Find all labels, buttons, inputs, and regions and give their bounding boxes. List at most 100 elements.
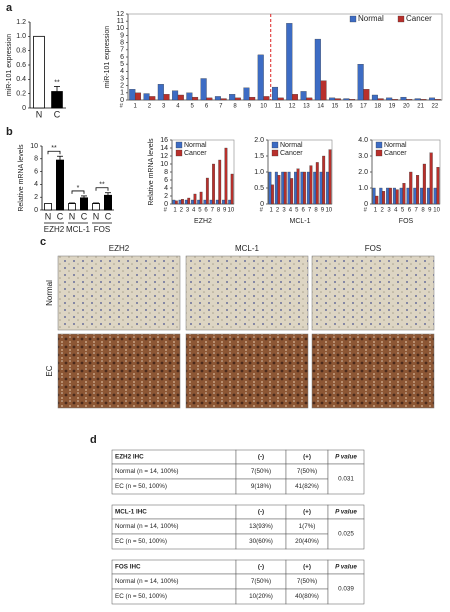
bar — [343, 98, 350, 101]
y-tick-label: 5 — [120, 61, 124, 68]
y-axis-label: Relative mRNA levels — [148, 138, 155, 206]
bar — [420, 99, 427, 101]
bar — [205, 177, 209, 205]
bar — [143, 93, 150, 101]
bar — [203, 199, 207, 205]
x-tick-label: 5 — [401, 208, 405, 214]
table-header: P value — [335, 564, 357, 571]
bar — [172, 199, 176, 205]
bar — [400, 96, 407, 101]
bar — [234, 97, 241, 101]
bar — [392, 187, 396, 205]
bar — [433, 187, 437, 205]
x-tick-label: 9 — [321, 208, 325, 214]
bar — [429, 152, 433, 205]
bar — [395, 189, 399, 205]
x-tick-label: 3 — [162, 104, 166, 110]
y-tick-label: 7 — [120, 47, 124, 54]
panel-label: d — [90, 434, 97, 446]
bar — [224, 147, 228, 205]
plot-frame — [371, 139, 441, 205]
bar — [306, 97, 313, 101]
x-tick-label: 2 — [180, 208, 184, 214]
x-tick-label: 14 — [317, 104, 324, 110]
panel-label: b — [6, 126, 13, 138]
x-tick-label: 9 — [223, 208, 227, 214]
bar — [420, 187, 424, 205]
table-cell-text: 30(60%) — [249, 538, 273, 545]
y-tick-label: 0.5 — [254, 185, 264, 192]
y-tick-label: 1.5 — [254, 153, 264, 160]
y-tick-label: 2 — [120, 83, 124, 90]
y-tick-label: 0.8 — [16, 48, 26, 55]
bar — [371, 94, 378, 101]
x-tick-label: 3 — [282, 208, 286, 214]
x-tick-label: 20 — [403, 104, 410, 110]
y-tick-label: 6 — [164, 177, 168, 184]
x-tick-label: 6 — [302, 208, 306, 214]
x-tick-label: 13 — [303, 104, 310, 110]
bar — [306, 171, 310, 205]
table-cell-text: 7(50%) — [251, 578, 271, 585]
legend-label: Normal — [280, 142, 303, 149]
y-tick-label: 2 — [164, 193, 168, 200]
bar — [283, 171, 287, 205]
y-tick-label: 12 — [160, 153, 168, 160]
table-header: P value — [335, 454, 357, 461]
x-tick-label: 1 — [173, 208, 177, 214]
table-cell-text: 10(20%) — [249, 593, 273, 600]
y-tick-label: 0 — [120, 97, 124, 104]
x-tick-label: 16 — [346, 104, 353, 110]
micrograph — [185, 255, 309, 331]
bar — [268, 171, 272, 205]
bar — [172, 90, 179, 101]
bar — [402, 183, 406, 205]
x-tick-label: 5 — [295, 208, 299, 214]
bar — [349, 99, 356, 101]
y-axis-label: Relative mRNA levels — [18, 144, 25, 212]
x-tick-label: 9 — [248, 104, 252, 110]
legend-label: Normal — [384, 142, 407, 149]
bar — [277, 175, 281, 205]
bar — [184, 199, 188, 205]
bar — [296, 168, 300, 205]
bar — [329, 97, 336, 101]
bar — [230, 173, 234, 205]
plot-frame — [267, 139, 333, 205]
bar — [372, 187, 376, 205]
x-tick-label: C — [54, 109, 61, 119]
panel-label: c — [40, 236, 46, 248]
x-axis-label: FOS — [399, 218, 414, 225]
bar — [290, 178, 294, 205]
table-cell-text: 20(40%) — [295, 538, 319, 545]
legend-label: Normal — [358, 14, 384, 23]
x-prefix: # — [260, 208, 264, 214]
y-tick-label: 1.0 — [358, 185, 368, 192]
bar — [186, 92, 193, 101]
x-tick-label: 4 — [176, 104, 180, 110]
x-tick-label: N — [93, 211, 100, 221]
bar — [218, 159, 222, 205]
bar — [286, 23, 293, 101]
significance-bracket — [47, 150, 61, 155]
bar — [209, 199, 213, 205]
bar — [92, 203, 101, 211]
x-tick-label: 6 — [204, 208, 208, 214]
bar — [197, 199, 201, 205]
bar — [243, 87, 250, 101]
y-tick-label: 10 — [30, 143, 38, 150]
x-tick-label: 1 — [133, 104, 137, 110]
micrograph — [57, 333, 181, 409]
table-cell-text: EC (n = 50, 100%) — [115, 538, 167, 545]
y-tick-label: 2.0 — [254, 137, 264, 144]
bar — [214, 96, 221, 101]
legend-label: Cancer — [184, 150, 207, 157]
bar — [334, 98, 341, 101]
table-cell — [327, 573, 365, 605]
y-axis-label: miR-101 expression — [6, 34, 13, 96]
bar — [249, 96, 256, 101]
bar — [436, 167, 440, 205]
image-column-title: MCL-1 — [235, 244, 260, 253]
bar — [33, 35, 45, 109]
table-header: MCL-1 IHC — [115, 509, 147, 516]
